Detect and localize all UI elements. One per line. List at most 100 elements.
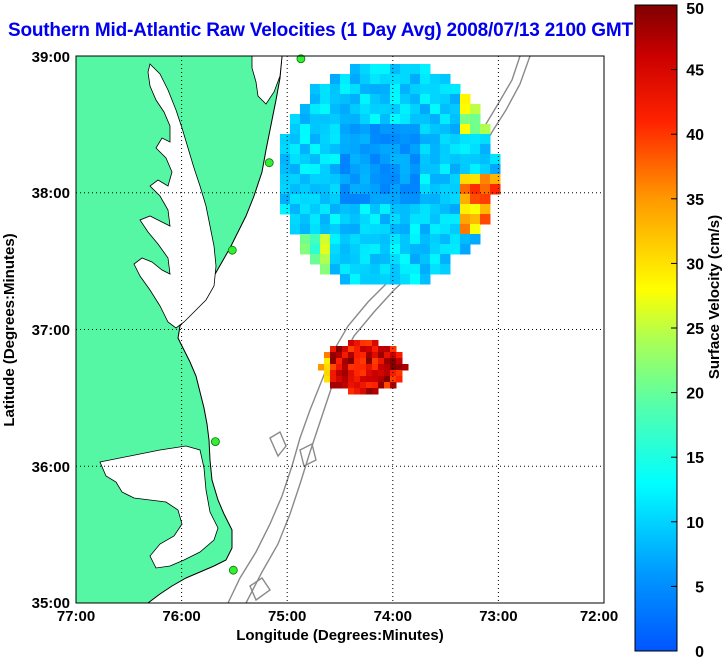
velocity-cell: [440, 134, 451, 145]
velocity-cell: [360, 104, 371, 115]
velocity-cell: [320, 244, 331, 255]
velocity-cell: [400, 104, 411, 115]
velocity-cell: [410, 164, 421, 175]
velocity-cell: [370, 234, 381, 245]
velocity-cell: [480, 124, 491, 135]
velocity-cell: [390, 184, 401, 195]
velocity-cell: [300, 104, 311, 115]
velocity-cell: [348, 382, 355, 389]
velocity-cell: [450, 204, 461, 215]
velocity-cell: [370, 204, 381, 215]
velocity-cell: [420, 264, 431, 275]
velocity-cell: [336, 382, 343, 389]
colorbar-tick-label: 20: [686, 386, 704, 403]
velocity-cell: [410, 194, 421, 205]
velocity-cell: [390, 124, 401, 135]
velocity-cell: [390, 224, 401, 235]
velocity-cell: [350, 264, 361, 275]
velocity-cell: [330, 382, 337, 389]
velocity-cell: [348, 388, 355, 395]
velocity-cell: [360, 64, 371, 75]
velocity-cell: [430, 94, 441, 105]
velocity-cell: [340, 224, 351, 235]
velocity-cell: [380, 104, 391, 115]
velocity-cell: [460, 184, 471, 195]
velocity-cell: [366, 370, 373, 377]
velocity-cell: [430, 234, 441, 245]
velocity-cell: [370, 74, 381, 85]
velocity-cell: [380, 164, 391, 175]
velocity-cell: [390, 104, 401, 115]
velocity-cell: [470, 154, 481, 165]
velocity-cell: [372, 376, 379, 383]
velocity-cell: [320, 204, 331, 215]
velocity-cell: [354, 346, 361, 353]
velocity-cell: [410, 274, 421, 285]
velocity-cell: [300, 234, 311, 245]
velocity-cell: [336, 346, 343, 353]
velocity-cell: [290, 194, 301, 205]
velocity-cell: [300, 224, 311, 235]
velocity-cell: [384, 364, 391, 371]
station-marker: [210, 437, 220, 447]
velocity-cell: [396, 370, 403, 377]
velocity-cell: [330, 84, 341, 95]
velocity-cell: [450, 174, 461, 185]
velocity-cell: [440, 104, 451, 115]
velocity-cell: [350, 94, 361, 105]
velocity-cell: [354, 376, 361, 383]
velocity-cell: [324, 376, 331, 383]
velocity-cell: [330, 154, 341, 165]
x-tick-label: 76:00: [162, 608, 200, 625]
velocity-cell: [390, 376, 397, 383]
velocity-cell: [370, 144, 381, 155]
velocity-cell: [380, 64, 391, 75]
velocity-cell: [430, 144, 441, 155]
velocity-cell: [380, 234, 391, 245]
velocity-cell: [320, 214, 331, 225]
velocity-cell: [420, 204, 431, 215]
velocity-cell: [384, 352, 391, 359]
velocity-cell: [470, 184, 481, 195]
velocity-cell: [350, 154, 361, 165]
velocity-cell: [390, 94, 401, 105]
velocity-cell: [342, 358, 349, 365]
velocity-cell: [410, 214, 421, 225]
velocity-cell: [460, 144, 471, 155]
velocity-cell: [390, 204, 401, 215]
velocity-cell: [470, 194, 481, 205]
velocity-cell: [420, 154, 431, 165]
y-axis-label: Latitude (Degrees:Minutes): [1, 233, 18, 426]
velocity-cell: [350, 234, 361, 245]
velocity-cell: [370, 254, 381, 265]
velocity-cell: [370, 114, 381, 125]
colorbar-label: Surface Velocity (cm/s): [706, 215, 723, 379]
velocity-cell: [310, 114, 321, 125]
velocity-cell: [390, 364, 397, 371]
velocity-cell: [340, 104, 351, 115]
x-axis-label: Longitude (Degrees:Minutes): [236, 627, 444, 644]
velocity-cell: [300, 194, 311, 205]
velocity-cell: [350, 174, 361, 185]
velocity-cell: [280, 134, 291, 145]
velocity-cell: [430, 204, 441, 215]
velocity-cell: [372, 352, 379, 359]
velocity-cell: [420, 234, 431, 245]
velocity-cell: [470, 124, 481, 135]
velocity-cell: [350, 164, 361, 175]
velocity-cell: [370, 104, 381, 115]
velocity-cell: [410, 84, 421, 95]
velocity-cell: [460, 224, 471, 235]
velocity-cell: [490, 164, 501, 175]
velocity-cell: [420, 104, 431, 115]
velocity-cell: [370, 174, 381, 185]
velocity-cell: [310, 214, 321, 225]
velocity-cell: [360, 340, 367, 347]
velocity-cell: [470, 144, 481, 155]
velocity-cell: [320, 254, 331, 265]
velocity-cell: [340, 184, 351, 195]
velocity-cell: [342, 364, 349, 371]
velocity-cell: [340, 124, 351, 135]
velocity-cell: [360, 154, 371, 165]
velocity-cell: [420, 254, 431, 265]
